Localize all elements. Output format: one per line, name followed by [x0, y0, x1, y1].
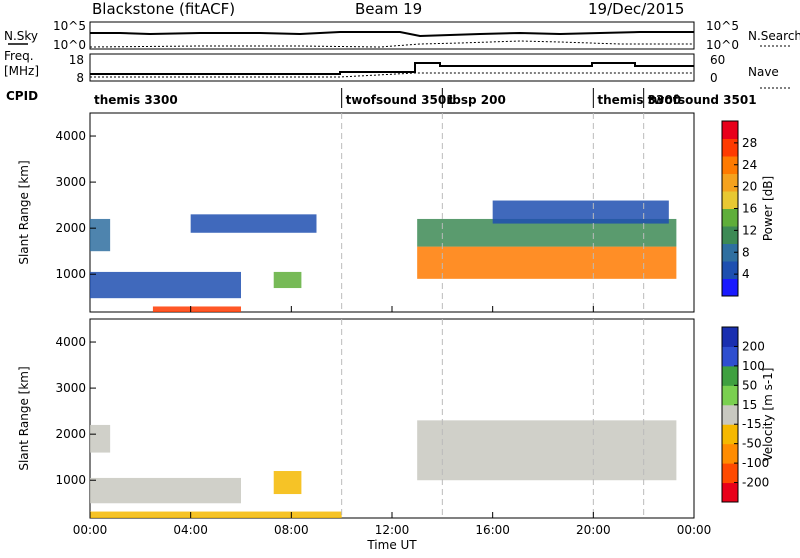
power-cb-tick-label-2: 12	[742, 223, 757, 237]
velocity-echo-region-4	[90, 511, 342, 518]
power-ytick-label-2: 3000	[55, 175, 86, 189]
power-colorbar-label: Power [dB]	[761, 176, 775, 241]
cpid-segment-2: rbsp 200	[446, 93, 505, 107]
velocity-echo-region-0	[90, 424, 111, 453]
velocity-colorbar-frame	[721, 326, 739, 503]
power-colorbar-swatch-3	[722, 226, 738, 244]
station-title: Blackstone (fitACF)	[92, 0, 235, 18]
cpid-segment-4: twofsound 3501	[648, 93, 757, 107]
velocity-ytick-label-2: 3000	[55, 381, 86, 395]
freq-left-tick-top: 18	[69, 53, 84, 67]
velocity-ytick-label-3: 4000	[55, 335, 86, 349]
velocity-cb-tick-label-1: 100	[742, 359, 765, 373]
date-title: 19/Dec/2015	[588, 0, 684, 18]
velocity-cb-tick-label-4: -15	[742, 417, 762, 431]
power-echo-region-3	[190, 214, 317, 233]
power-colorbar-swatch-4	[722, 208, 738, 227]
power-echo-region-7	[152, 306, 241, 312]
cpid-segment-0: themis 3300	[94, 93, 178, 107]
power-echo-region-0	[90, 218, 111, 252]
freq-left-label-2: [MHz]	[4, 64, 39, 78]
freq-right-tick-top: 60	[710, 53, 725, 67]
cpid-segment-1: twofsound 3501	[346, 93, 455, 107]
power-colorbar-swatch-1	[722, 261, 738, 279]
velocity-xtick-label-3: 12:00	[375, 523, 410, 537]
velocity-echo-region-2	[273, 471, 302, 495]
power-cb-tick-label-6: 28	[742, 136, 757, 150]
power-colorbar-swatch-8	[722, 138, 738, 157]
velocity-cb-tick-label-5: -50	[742, 437, 762, 451]
velocity-xtick-label-5: 20:00	[576, 523, 611, 537]
power-ytick-label-1: 2000	[55, 221, 86, 235]
power-cb-tick-label-3: 16	[742, 202, 757, 216]
noise-left-tick-top: 10^5	[53, 19, 86, 33]
power-echo-region-2	[273, 271, 302, 289]
power-ylabel: Slant Range [km]	[17, 160, 31, 264]
power-panel: 1000 2000 3000 4000 Slant Range [km] 4 8 12 16 20…	[17, 112, 775, 313]
noise-left-label: N.Sky	[4, 29, 38, 43]
power-cb-tick-label-5: 24	[742, 158, 757, 172]
power-ytick-label-0: 1000	[55, 267, 86, 281]
power-cb-tick-label-0: 4	[742, 267, 750, 281]
power-cb-tick-label-4: 20	[742, 180, 757, 194]
noise-right-tick-top: 10^5	[706, 19, 739, 33]
noise-left-tick-bottom: 10^0	[53, 38, 86, 52]
velocity-colorbar-swatch-3	[722, 424, 738, 445]
velocity-colorbar-swatch-1	[722, 463, 738, 484]
velocity-xtick-label-2: 08:00	[274, 523, 309, 537]
velocity-echo-region-3	[417, 420, 677, 481]
velocity-cb-tick-label-3: 15	[742, 398, 757, 412]
velocity-xtick-label-1: 04:00	[173, 523, 208, 537]
velocity-colorbar-swatch-4	[722, 404, 738, 425]
velocity-colorbar-swatch-7	[722, 346, 738, 367]
power-ytick-label-3: 4000	[55, 129, 86, 143]
freq-right-tick-bottom: 0	[710, 71, 718, 85]
velocity-cb-tick-label-6: -100	[742, 456, 769, 470]
velocity-colorbar-swatch-6	[722, 365, 738, 386]
power-echo-region-1	[90, 271, 241, 299]
freq-right-label: Nave	[748, 65, 779, 79]
power-echo-region-6	[492, 200, 669, 224]
velocity-colorbar-swatch-2	[722, 443, 738, 464]
velocity-colorbar-swatch-5	[722, 385, 738, 406]
noise-right-tick-bottom: 10^0	[706, 38, 739, 52]
freq-left-tick-bottom: 8	[76, 71, 84, 85]
noise-panel: N.Sky N.Search 10^5 10^0 10^5 10^0	[4, 19, 800, 52]
velocity-xtick-label-6: 00:00	[677, 523, 712, 537]
velocity-xtick-label-4: 16:00	[475, 523, 510, 537]
cpid-label: CPID	[6, 89, 38, 103]
freq-panel: Freq. [MHz] Nave 18 8 60 0	[4, 49, 790, 89]
power-colorbar-swatch-6	[722, 173, 738, 192]
freq-left-label-1: Freq.	[4, 49, 34, 63]
velocity-cb-tick-label-7: -200	[742, 476, 769, 490]
xlabel: Time UT	[366, 538, 417, 552]
velocity-colorbar-swatch-8	[722, 327, 738, 347]
velocity-cb-tick-label-2: 50	[742, 378, 757, 392]
cpid-segment-3: themis 3300	[597, 93, 681, 107]
beam-title: Beam 19	[355, 0, 422, 18]
velocity-panel: 1000 2000 3000 4000 Slant Range [km] 200 100 50…	[17, 318, 775, 552]
power-colorbar-swatch-9	[722, 121, 738, 139]
velocity-cb-tick-label-0: 200	[742, 339, 765, 353]
velocity-colorbar-swatch-0	[722, 482, 738, 503]
velocity-ytick-label-1: 2000	[55, 427, 86, 441]
velocity-colorbar-label: Velocity [m s-1]	[761, 368, 775, 462]
power-colorbar-swatch-7	[722, 156, 738, 174]
power-colorbar-swatch-0	[722, 278, 738, 297]
power-colorbar-swatch-2	[722, 243, 738, 262]
power-colorbar-swatch-5	[722, 191, 738, 209]
power-echo-region-4	[417, 246, 677, 279]
noise-right-label: N.Search	[748, 29, 800, 43]
velocity-ylabel: Slant Range [km]	[17, 366, 31, 470]
velocity-xtick-label-0: 00:00	[73, 523, 108, 537]
velocity-echo-region-1	[90, 477, 241, 504]
velocity-ytick-label-0: 1000	[55, 473, 86, 487]
power-cb-tick-label-1: 8	[742, 245, 750, 259]
